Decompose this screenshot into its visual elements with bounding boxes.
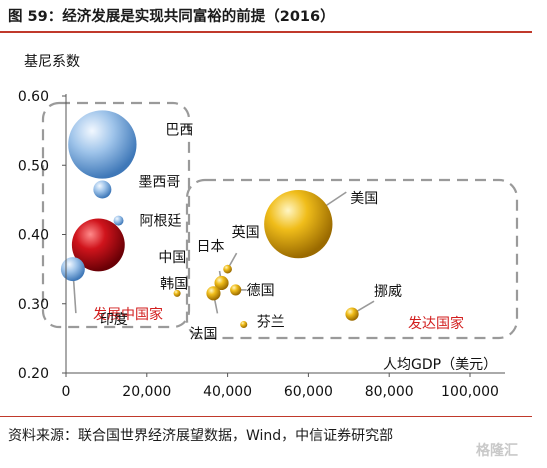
- bubble-2: [113, 215, 124, 226]
- source-note: 资料来源：联合国世界经济展望数据，Wind，中信证券研究部: [8, 428, 394, 444]
- y-axis-label: 基尼系数: [24, 53, 80, 70]
- bubble-6: [223, 264, 232, 274]
- bubble-10: [206, 286, 221, 301]
- point-label-9: 德国: [247, 283, 275, 299]
- x-tick-label: 60,000: [284, 384, 333, 400]
- bubble-9: [230, 284, 242, 296]
- point-label-4: 印度: [100, 312, 128, 328]
- y-tick-label: 0.30: [18, 297, 49, 313]
- point-label-1: 墨西哥: [138, 174, 180, 190]
- tick-labels: 0.60 0.50 0.40 0.30 0.20 0 20,000 40,000 60,000 8…: [18, 89, 499, 400]
- point-label-2: 阿根廷: [140, 214, 182, 230]
- bubble-marks: [60, 110, 359, 329]
- bubble-0: [68, 110, 137, 179]
- figure-title: 图 59：经济发展是实现共同富裕的前提（2016）: [8, 9, 335, 25]
- developing-group-label: 发展中国家: [93, 306, 163, 323]
- point-label-12: 挪威: [374, 284, 402, 300]
- source-divider: [0, 416, 532, 417]
- x-axis-label: 人均GDP（美元）: [383, 357, 497, 373]
- y-tick-label: 0.40: [18, 228, 49, 244]
- point-label-5: 美国: [350, 191, 378, 207]
- bubble-5: [264, 189, 333, 259]
- x-tick-label: 0: [62, 384, 71, 400]
- y-tick-label: 0.20: [18, 366, 49, 382]
- developing-group-box: [41, 101, 191, 329]
- axes: [62, 94, 505, 377]
- point-label-8: 韩国: [160, 276, 188, 292]
- title-divider: [0, 31, 532, 33]
- point-label-6: 英国: [232, 224, 260, 241]
- y-tick-label: 0.50: [18, 158, 49, 174]
- developed-group-label: 发达国家: [408, 315, 464, 332]
- bubble-8: [173, 289, 181, 297]
- point-label-3: 中国: [158, 250, 186, 266]
- point-label-10: 法国: [189, 326, 217, 342]
- bubble-4: [60, 257, 85, 282]
- point-label-7: 日本: [197, 239, 225, 255]
- x-tick-label: 20,000: [122, 384, 171, 400]
- bubble-11: [240, 320, 248, 329]
- point-label-11: 芬兰: [257, 315, 285, 331]
- point-label-0: 巴西: [165, 122, 193, 138]
- bubble-1: [93, 180, 112, 199]
- y-tick-label: 0.60: [18, 89, 49, 105]
- watermark: 格隆汇: [476, 443, 518, 459]
- bubble-chart: 基尼系数 人均GDP（美元） 发展中国家 发达国家 0.600.500.400.…: [18, 53, 519, 400]
- bubble-7: [214, 275, 229, 291]
- developed-group-box: [185, 178, 519, 340]
- x-tick-label: 100,000: [441, 384, 499, 400]
- x-tick-label: 80,000: [365, 384, 414, 400]
- bubble-12: [345, 307, 359, 321]
- bubble-3: [71, 218, 125, 272]
- x-tick-label: 40,000: [203, 384, 252, 400]
